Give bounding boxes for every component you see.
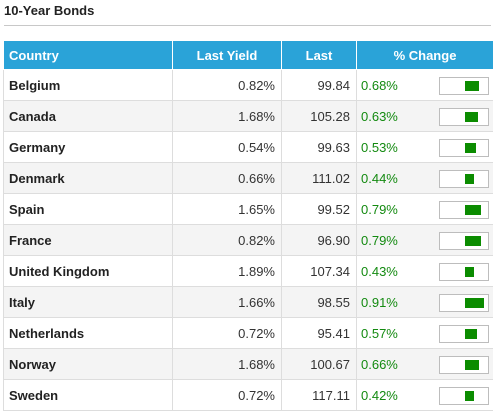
table-row[interactable]: Belgium 0.82% 99.84 0.68% [3, 69, 493, 101]
change-bar [439, 387, 489, 405]
change-percent: 0.91% [361, 295, 398, 310]
table-row[interactable]: Netherlands 0.72% 95.41 0.57% [3, 317, 493, 349]
change-bar-fill [465, 112, 478, 122]
change-bar-fill [465, 267, 474, 277]
change-cell: 0.68% [356, 69, 493, 101]
change-bar-fill [465, 205, 481, 215]
change-bar-fill [465, 360, 479, 370]
bonds-table: Country Last Yield Last % Change Belgium… [3, 41, 493, 411]
change-percent: 0.79% [361, 202, 398, 217]
country-cell[interactable]: United Kingdom [3, 255, 173, 287]
table-row[interactable]: Denmark 0.66% 111.02 0.44% [3, 162, 493, 194]
last-yield-cell: 1.65% [172, 193, 282, 225]
last-cell: 105.28 [281, 100, 357, 132]
change-percent: 0.43% [361, 264, 398, 279]
table-row[interactable]: France 0.82% 96.90 0.79% [3, 224, 493, 256]
change-cell: 0.44% [356, 162, 493, 194]
change-bar [439, 108, 489, 126]
change-bar-fill [465, 329, 477, 339]
change-cell: 0.63% [356, 100, 493, 132]
country-cell[interactable]: Denmark [3, 162, 173, 194]
last-cell: 117.11 [281, 379, 357, 411]
country-cell[interactable]: Sweden [3, 379, 173, 411]
column-header-country[interactable]: Country [3, 41, 173, 70]
last-yield-cell: 1.68% [172, 348, 282, 380]
table-row[interactable]: Spain 1.65% 99.52 0.79% [3, 193, 493, 225]
change-percent: 0.57% [361, 326, 398, 341]
last-cell: 99.84 [281, 69, 357, 101]
last-yield-cell: 1.66% [172, 286, 282, 318]
change-bar [439, 325, 489, 343]
change-bar-fill [465, 143, 476, 153]
change-bar [439, 232, 489, 250]
change-bar [439, 170, 489, 188]
change-bar-fill [465, 81, 479, 91]
change-bar-fill [465, 391, 474, 401]
country-cell[interactable]: Norway [3, 348, 173, 380]
change-percent: 0.63% [361, 109, 398, 124]
last-yield-cell: 0.72% [172, 317, 282, 349]
table-row[interactable]: Sweden 0.72% 117.11 0.42% [3, 379, 493, 411]
widget-title: 10-Year Bonds [4, 3, 95, 18]
column-header-last-yield[interactable]: Last Yield [172, 41, 282, 70]
last-cell: 107.34 [281, 255, 357, 287]
table-header-row: Country Last Yield Last % Change [3, 41, 493, 70]
last-cell: 98.55 [281, 286, 357, 318]
change-bar [439, 77, 489, 95]
country-cell[interactable]: Spain [3, 193, 173, 225]
country-cell[interactable]: Italy [3, 286, 173, 318]
change-percent: 0.44% [361, 171, 398, 186]
last-yield-cell: 0.82% [172, 69, 282, 101]
table-row[interactable]: Canada 1.68% 105.28 0.63% [3, 100, 493, 132]
change-bar-fill [465, 236, 481, 246]
change-cell: 0.79% [356, 224, 493, 256]
change-percent: 0.66% [361, 357, 398, 372]
table-row[interactable]: Italy 1.66% 98.55 0.91% [3, 286, 493, 318]
last-cell: 95.41 [281, 317, 357, 349]
last-yield-cell: 0.82% [172, 224, 282, 256]
last-yield-cell: 1.89% [172, 255, 282, 287]
last-yield-cell: 0.66% [172, 162, 282, 194]
change-percent: 0.53% [361, 140, 398, 155]
column-header-last[interactable]: Last [281, 41, 357, 70]
change-percent: 0.79% [361, 233, 398, 248]
last-yield-cell: 1.68% [172, 100, 282, 132]
change-cell: 0.79% [356, 193, 493, 225]
change-bar-fill [465, 298, 484, 308]
change-cell: 0.66% [356, 348, 493, 380]
last-yield-cell: 0.72% [172, 379, 282, 411]
change-cell: 0.42% [356, 379, 493, 411]
change-percent: 0.68% [361, 78, 398, 93]
change-cell: 0.53% [356, 131, 493, 163]
country-cell[interactable]: France [3, 224, 173, 256]
change-bar-fill [465, 174, 474, 184]
change-bar [439, 201, 489, 219]
change-bar [439, 356, 489, 374]
change-cell: 0.43% [356, 255, 493, 287]
change-bar [439, 294, 489, 312]
country-cell[interactable]: Belgium [3, 69, 173, 101]
last-yield-cell: 0.54% [172, 131, 282, 163]
change-bar [439, 139, 489, 157]
last-cell: 99.63 [281, 131, 357, 163]
last-cell: 111.02 [281, 162, 357, 194]
table-row[interactable]: Germany 0.54% 99.63 0.53% [3, 131, 493, 163]
last-cell: 96.90 [281, 224, 357, 256]
change-bar [439, 263, 489, 281]
table-row[interactable]: Norway 1.68% 100.67 0.66% [3, 348, 493, 380]
title-divider [4, 25, 491, 26]
table-row[interactable]: United Kingdom 1.89% 107.34 0.43% [3, 255, 493, 287]
change-cell: 0.57% [356, 317, 493, 349]
last-cell: 100.67 [281, 348, 357, 380]
change-percent: 0.42% [361, 388, 398, 403]
country-cell[interactable]: Netherlands [3, 317, 173, 349]
column-header-change[interactable]: % Change [356, 41, 493, 70]
country-cell[interactable]: Canada [3, 100, 173, 132]
last-cell: 99.52 [281, 193, 357, 225]
change-cell: 0.91% [356, 286, 493, 318]
country-cell[interactable]: Germany [3, 131, 173, 163]
